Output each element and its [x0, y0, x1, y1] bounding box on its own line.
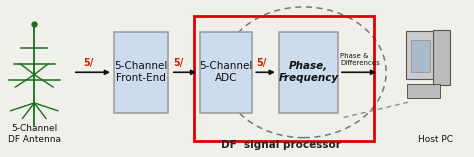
- Text: 5-Channel
ADC: 5-Channel ADC: [199, 62, 253, 83]
- FancyBboxPatch shape: [279, 32, 338, 113]
- Text: Phase,
Frequency: Phase, Frequency: [278, 62, 338, 83]
- Text: 5/: 5/: [256, 58, 266, 68]
- FancyBboxPatch shape: [406, 31, 435, 79]
- Text: 5/: 5/: [173, 58, 183, 68]
- Text: Phase &
Differences: Phase & Differences: [340, 53, 380, 66]
- Text: 5-Channel
Front-End: 5-Channel Front-End: [115, 62, 168, 83]
- FancyBboxPatch shape: [407, 84, 440, 98]
- FancyBboxPatch shape: [200, 32, 252, 113]
- Text: 5/: 5/: [83, 58, 93, 68]
- Text: 5-Channel
DF Antenna: 5-Channel DF Antenna: [8, 125, 61, 144]
- FancyBboxPatch shape: [433, 30, 450, 85]
- FancyBboxPatch shape: [410, 40, 430, 72]
- Bar: [194, 16, 374, 141]
- Text: Host PC: Host PC: [418, 135, 453, 144]
- FancyBboxPatch shape: [114, 32, 168, 113]
- Text: DF  signal processor: DF signal processor: [221, 140, 341, 150]
